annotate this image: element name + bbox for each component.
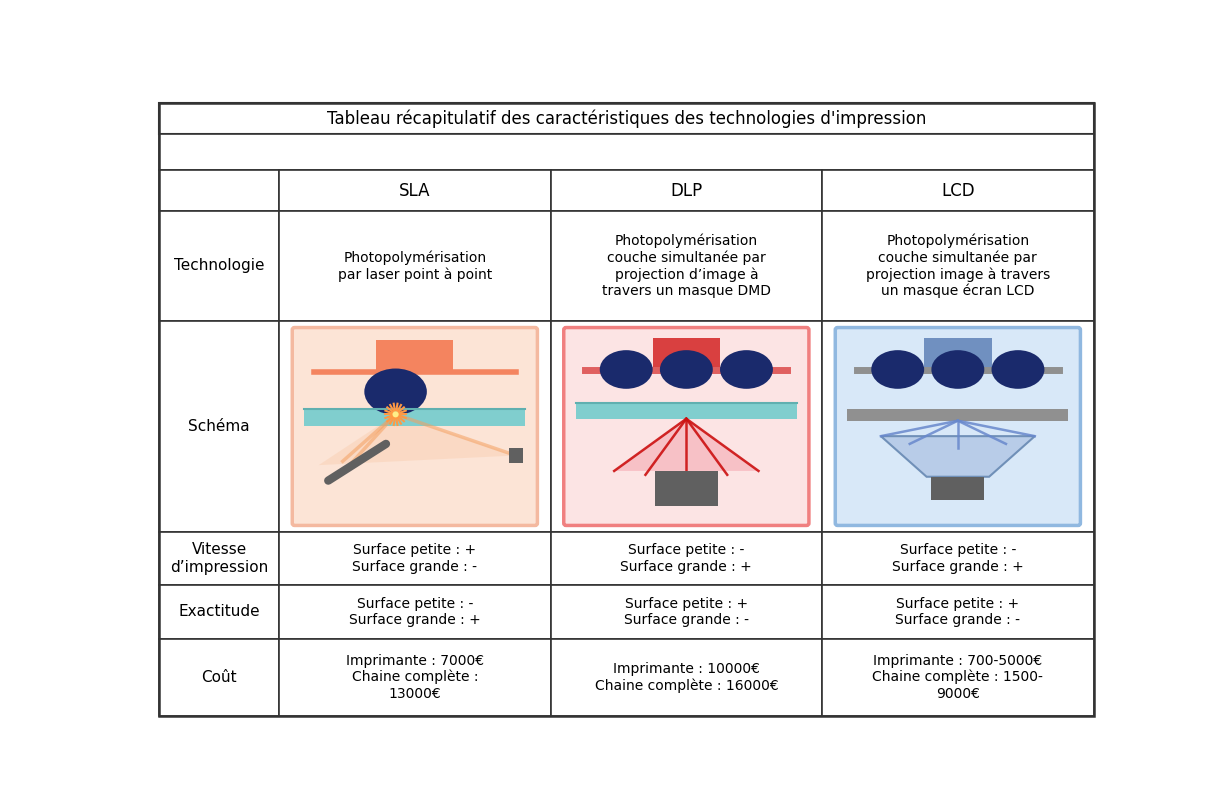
Text: Vitesse
d’impression: Vitesse d’impression — [170, 543, 268, 575]
Circle shape — [392, 411, 398, 418]
Text: Surface petite : +
Surface grande : -: Surface petite : + Surface grande : - — [352, 543, 478, 573]
Text: Surface petite : -
Surface grande : +: Surface petite : - Surface grande : + — [621, 543, 753, 573]
Text: Surface petite : +
Surface grande : -: Surface petite : + Surface grande : - — [624, 597, 749, 627]
Bar — [822, 638, 1094, 715]
Bar — [822, 212, 1094, 320]
Bar — [551, 532, 822, 585]
FancyBboxPatch shape — [563, 328, 809, 526]
Bar — [822, 320, 1094, 532]
Bar — [653, 337, 720, 368]
Bar — [159, 212, 279, 320]
Bar — [304, 409, 525, 427]
Bar — [376, 340, 453, 372]
Bar — [822, 532, 1094, 585]
FancyBboxPatch shape — [836, 328, 1080, 526]
Polygon shape — [881, 436, 1035, 477]
Text: Imprimante : 10000€
Chaine complète : 16000€: Imprimante : 10000€ Chaine complète : 16… — [595, 662, 778, 693]
Ellipse shape — [364, 368, 426, 415]
Bar — [655, 471, 717, 506]
Bar — [551, 638, 822, 715]
Bar — [159, 532, 279, 585]
Text: Photopolymérisation
couche simultanée par
projection d’image à
travers un masque: Photopolymérisation couche simultanée pa… — [602, 234, 771, 298]
Bar — [159, 104, 1094, 135]
Text: Tableau récapitulatif des caractéristiques des technologies d'impression: Tableau récapitulatif des caractéristiqu… — [326, 109, 926, 128]
Bar — [159, 638, 279, 715]
Ellipse shape — [931, 350, 984, 388]
Bar — [551, 170, 822, 212]
Text: Surface petite : +
Surface grande : -: Surface petite : + Surface grande : - — [896, 597, 1020, 627]
Ellipse shape — [991, 350, 1045, 388]
Text: Imprimante : 7000€
Chaine complète :
13000€: Imprimante : 7000€ Chaine complète : 130… — [346, 654, 484, 701]
Text: Exactitude: Exactitude — [178, 604, 260, 619]
Text: DLP: DLP — [670, 182, 703, 200]
Ellipse shape — [660, 350, 712, 388]
Text: Surface petite : -
Surface grande : +: Surface petite : - Surface grande : + — [892, 543, 1024, 573]
Ellipse shape — [871, 350, 924, 388]
Bar — [822, 585, 1094, 638]
Ellipse shape — [720, 350, 774, 388]
Polygon shape — [615, 418, 759, 471]
Text: Technologie: Technologie — [174, 259, 264, 273]
Bar — [279, 585, 551, 638]
Text: Photopolymérisation
couche simultanée par
projection image à travers
un masque é: Photopolymérisation couche simultanée pa… — [865, 234, 1050, 298]
Bar — [279, 638, 551, 715]
FancyBboxPatch shape — [292, 328, 538, 526]
Bar — [279, 532, 551, 585]
Text: Surface petite : -
Surface grande : +: Surface petite : - Surface grande : + — [349, 597, 480, 627]
Text: Photopolymérisation
par laser point à point: Photopolymérisation par laser point à po… — [337, 251, 492, 281]
Bar — [576, 403, 797, 418]
Bar — [159, 585, 279, 638]
Bar — [931, 477, 984, 500]
Bar — [551, 320, 822, 532]
Text: Coût: Coût — [202, 670, 237, 684]
Bar — [279, 320, 551, 532]
Bar — [847, 409, 1068, 421]
Bar — [551, 212, 822, 320]
Text: Schéma: Schéma — [188, 419, 249, 434]
Bar — [924, 337, 991, 368]
Bar — [159, 170, 279, 212]
Text: SLA: SLA — [400, 182, 430, 200]
Bar — [159, 320, 279, 532]
Bar — [508, 448, 523, 463]
Bar — [159, 135, 1094, 170]
Bar — [822, 170, 1094, 212]
Bar — [279, 212, 551, 320]
Polygon shape — [319, 414, 516, 466]
Text: LCD: LCD — [941, 182, 975, 200]
Bar — [551, 585, 822, 638]
Bar — [279, 170, 551, 212]
Ellipse shape — [600, 350, 653, 388]
Text: Imprimante : 700-5000€
Chaine complète : 1500-
9000€: Imprimante : 700-5000€ Chaine complète :… — [873, 654, 1044, 701]
